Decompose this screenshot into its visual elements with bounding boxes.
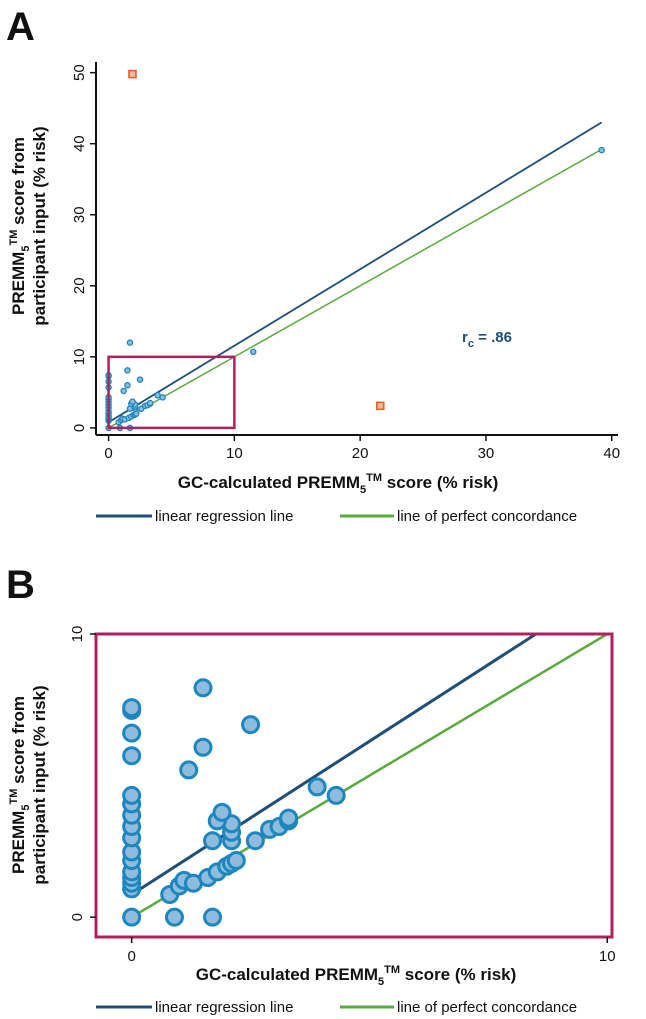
panel-b: B 0 10 0 10 PREMM5TM score from participan… [6, 563, 616, 1016]
panel-a-correlation-annotation: rc = .86 [462, 329, 512, 350]
panel-b-data-point [245, 831, 265, 851]
panel-a-data-point [124, 367, 131, 374]
panel-b-regression-line [130, 632, 537, 896]
legend-regression-label: linear regression line [155, 999, 293, 1016]
panel-a-x-tick-label: 20 [352, 445, 369, 462]
panel-a-x-tick-label: 30 [478, 445, 495, 462]
panel-a-outlier-point [128, 69, 137, 79]
panel-b-y-tick-label: 10 [69, 626, 86, 643]
panel-a-y-tick-label: 50 [71, 64, 88, 81]
panel-b-y-ticks: 0 10 [69, 626, 96, 921]
panel-b-data-point [122, 746, 142, 766]
panel-a-y-tick-label: 40 [71, 135, 88, 152]
panel-a-data-point [129, 398, 136, 405]
panel-b-data-point [122, 723, 142, 743]
panel-a-concordance-line [108, 148, 603, 429]
panel-a-zoom-box [107, 355, 236, 430]
panel-a-legend: linear regression line line of perfect c… [96, 508, 577, 525]
panel-a-x-tick-label: 40 [603, 445, 620, 462]
panel-b-data-point [241, 715, 261, 735]
panel-b-plot-area [122, 632, 608, 927]
panel-a-y-tick-label: 20 [71, 277, 88, 294]
panel-a-outlier-point [375, 401, 385, 411]
panel-b-data-point [279, 808, 299, 828]
panel-b-data-point [193, 678, 213, 698]
panel-a-data-point [120, 387, 127, 395]
panel-a-x-ticks: 0 10 20 30 40 [104, 435, 620, 462]
panel-b-data-point [164, 907, 184, 927]
panel-a-y-tick-label: 30 [71, 206, 88, 223]
panel-a-data-point [146, 399, 154, 407]
panel-a-data-point [124, 382, 131, 389]
panel-b-data-point [122, 785, 142, 805]
panel-a-letter: A [6, 5, 35, 49]
panel-b-data-point [179, 760, 199, 780]
panel-b-x-axis-title: GC-calculated PREMM5TM score (% risk) [196, 964, 517, 988]
legend-concordance-label: line of perfect concordance [397, 508, 577, 525]
panel-a-y-tick-label: 0 [71, 424, 88, 432]
panel-b-x-tick-label: 0 [127, 948, 135, 965]
panel-a-data-point [598, 146, 605, 154]
panel-a-data-point [159, 394, 166, 401]
panel-b-data-point [212, 802, 232, 822]
panel-a-data-point [126, 339, 134, 346]
panel-a-data-point [249, 348, 257, 356]
panel-b-zoom-frame [94, 632, 614, 939]
panel-a: A 0 10 20 30 40 50 0 10 20 30 40 rc = .86 PREMM5T… [6, 5, 620, 525]
panel-a-x-tick-label: 0 [104, 445, 112, 462]
panel-b-x-tick-label: 10 [599, 948, 616, 965]
panel-b-data-point [203, 907, 223, 927]
panel-b-data-point [122, 907, 142, 927]
panel-a-y-ticks: 0 10 20 30 40 50 [71, 64, 96, 432]
panel-a-y-axis-title-line1: PREMM5TM score from [8, 137, 32, 315]
panel-b-data-point [203, 831, 223, 851]
panel-b-data-point [226, 851, 246, 871]
legend-concordance-label: line of perfect concordance [397, 999, 577, 1016]
panel-b-data-point [307, 777, 327, 797]
panel-a-regression-line [108, 121, 603, 423]
panel-b-y-tick-label: 0 [69, 913, 86, 921]
panel-b-y-axis-title-line1: PREMM5TM score from [8, 696, 32, 874]
panel-a-y-axis-title-line2: participant input (% risk) [30, 126, 49, 325]
panel-b-data-point [122, 698, 142, 718]
panel-b-data-point [326, 785, 346, 805]
panel-a-data-point [136, 376, 144, 383]
panel-b-y-axis-title-line2: participant input (% risk) [30, 685, 49, 884]
panel-b-x-ticks: 0 10 [127, 937, 616, 965]
panel-a-y-tick-label: 10 [71, 349, 88, 366]
legend-regression-label: linear regression line [155, 508, 293, 525]
panel-b-legend: linear regression line line of perfect c… [96, 999, 577, 1016]
panel-a-plot-area [105, 69, 605, 432]
panel-a-x-axis-title: GC-calculated PREMM5TM score (% risk) [178, 472, 499, 496]
panel-b-letter: B [6, 563, 35, 607]
panel-b-data-point [193, 737, 213, 757]
panel-a-x-tick-label: 10 [226, 445, 243, 462]
